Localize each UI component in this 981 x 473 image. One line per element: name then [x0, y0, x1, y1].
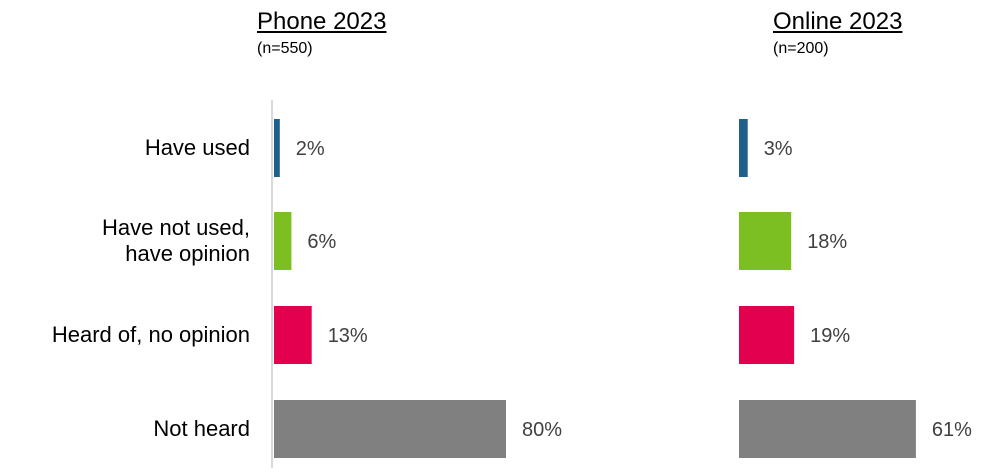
value-label-panel1-row3: 13% — [328, 325, 368, 347]
value-label-panel2-row4: 61% — [932, 419, 972, 441]
value-label-panel2-row2: 18% — [807, 231, 847, 253]
bar-panel2-row1 — [739, 119, 748, 177]
bar-panel1-row4 — [274, 400, 506, 458]
bar-panel2-row2 — [739, 212, 792, 270]
category-label-have-not-used: Have not used, have opinion — [102, 215, 250, 266]
category-label-not-heard: Not heard — [153, 416, 250, 441]
panel-subtitle-phone: (n=550) — [257, 40, 313, 57]
value-label-panel1-row4: 80% — [522, 419, 562, 441]
bar-panel2-row3 — [739, 306, 795, 364]
category-label-heard-of: Heard of, no opinion — [51, 322, 250, 347]
category-label-have-used: Have used — [144, 135, 250, 160]
panel-subtitle-online: (n=200) — [773, 40, 829, 57]
bar-panel1-row3 — [274, 306, 312, 364]
panel-title-phone: Phone 2023 — [257, 8, 387, 35]
panel-title-online: Online 2023 — [773, 8, 903, 35]
bar-panel1-row2 — [274, 212, 292, 270]
value-label-panel2-row3: 19% — [810, 325, 850, 347]
bar-panel2-row4 — [739, 400, 916, 458]
value-label-panel1-row2: 6% — [307, 231, 336, 253]
value-label-panel2-row1: 3% — [764, 138, 793, 160]
bar-panel1-row1 — [274, 119, 280, 177]
value-label-panel1-row1: 2% — [296, 138, 325, 160]
